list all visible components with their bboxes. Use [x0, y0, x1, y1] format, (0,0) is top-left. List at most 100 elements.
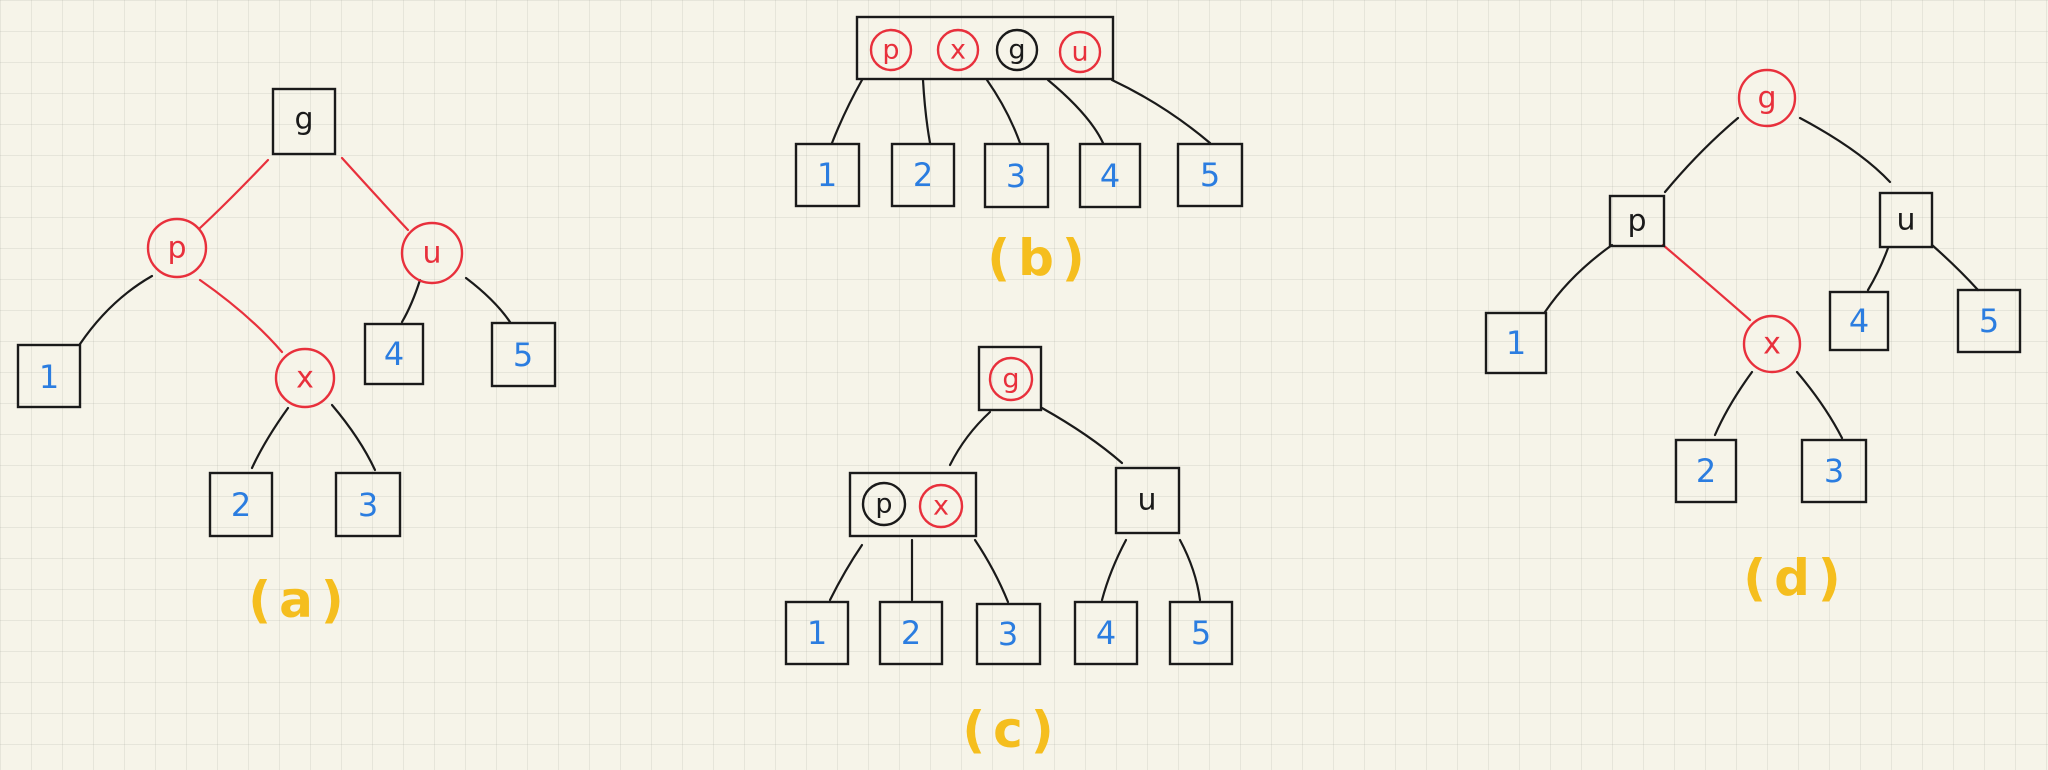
leaf-a-3-box — [334, 471, 402, 538]
node-c-g-label: g — [1002, 364, 1019, 395]
leaf-c-4-label: 4 — [1096, 614, 1116, 652]
leaf-b-5-box — [1176, 142, 1244, 208]
edge-a-g-p — [198, 158, 270, 230]
node-a-x-label: x — [296, 361, 314, 396]
leaf-a-1-label: 1 — [39, 358, 59, 396]
edge-d-x-3 — [1795, 370, 1844, 440]
leaf-d-2-label: 2 — [1696, 452, 1716, 490]
leaf-a-5-box — [490, 321, 557, 388]
leaf-b-2-box — [890, 142, 956, 208]
diagram-d: g p u x 1 2 3 4 5 (d) — [1484, 68, 2022, 607]
edge-a-x-3 — [330, 403, 377, 472]
node-d-x-label: x — [1763, 327, 1781, 362]
node-c-x-circle — [918, 483, 964, 529]
diagram-b: p x g u 1 2 3 4 5 (b) — [794, 15, 1244, 287]
node-c-g-box — [977, 345, 1043, 412]
caption-b: (b) — [987, 229, 1093, 287]
leaf-d-1-label: 1 — [1506, 324, 1526, 362]
edge-a-x-2 — [250, 406, 290, 470]
edge-d-p-x — [1661, 243, 1752, 322]
node-c-p-circle — [861, 481, 907, 527]
node-a-g-box — [271, 87, 337, 156]
edge-a-g-u — [340, 156, 410, 232]
node-d-u-label: u — [1896, 203, 1915, 238]
leaf-c-5-box — [1168, 600, 1234, 666]
edge-b-1 — [830, 78, 864, 145]
node-c-p-label: p — [875, 489, 892, 520]
leaf-b-2-label: 2 — [913, 156, 933, 194]
node-a-u-circle — [400, 221, 464, 285]
edge-c-3 — [973, 538, 1010, 604]
leaf-a-2-label: 2 — [231, 486, 251, 524]
leaf-d-1-box — [1484, 311, 1548, 375]
edge-a-u-5 — [464, 276, 512, 324]
leaf-b-4-label: 4 — [1100, 157, 1120, 195]
node-a-p-circle — [146, 217, 208, 279]
diagram-a: g p u x 1 2 3 4 5 (a) — [16, 87, 557, 629]
edge-a-p-1 — [78, 274, 154, 346]
leaf-d-4-label: 4 — [1849, 302, 1869, 340]
edge-c-g-p — [948, 410, 992, 467]
leaf-c-3-label: 3 — [998, 615, 1018, 653]
leaf-d-3-label: 3 — [1824, 452, 1844, 490]
leaf-b-1-box — [794, 142, 861, 208]
leaf-c-4-box — [1073, 600, 1139, 666]
leaf-a-1-box — [16, 343, 82, 409]
node-d-x-circle — [1742, 314, 1802, 374]
node-b-g-circle — [995, 28, 1039, 72]
edge-b-4 — [1046, 78, 1105, 145]
node-c-g-circle — [988, 356, 1034, 402]
edge-b-2 — [921, 78, 932, 145]
caption-a: (a) — [248, 571, 351, 629]
edge-d-p-1 — [1543, 243, 1614, 314]
edge-d-g-u — [1798, 116, 1892, 184]
leaf-d-5-label: 5 — [1979, 302, 1999, 340]
edge-d-u-5 — [1930, 243, 1980, 292]
edge-d-g-p — [1663, 116, 1740, 194]
leaf-b-4-box — [1078, 142, 1142, 209]
edge-b-5 — [1110, 78, 1212, 145]
diagram-c: g p x u 1 2 3 4 5 (c) — [784, 345, 1234, 759]
edge-c-4 — [1100, 538, 1128, 602]
leaf-c-5-label: 5 — [1191, 614, 1211, 652]
leaf-b-5-label: 5 — [1200, 156, 1220, 194]
node-c-px-box — [848, 471, 978, 538]
node-b-supernode-box — [855, 15, 1115, 81]
node-b-x-label: x — [950, 35, 966, 66]
edge-c-5 — [1178, 538, 1202, 602]
edge-d-x-2 — [1713, 370, 1754, 437]
node-c-u-label: u — [1137, 483, 1156, 518]
leaf-b-3-label: 3 — [1006, 157, 1026, 195]
edge-c-g-u — [1040, 406, 1124, 465]
leaf-c-1-label: 1 — [807, 614, 827, 652]
node-c-x-label: x — [933, 491, 949, 522]
node-d-p-label: p — [1627, 204, 1646, 239]
leaf-c-2-box — [878, 600, 944, 666]
node-d-p-box — [1608, 194, 1666, 248]
leaf-a-4-label: 4 — [384, 335, 404, 373]
node-b-x-circle — [936, 28, 980, 72]
node-c-u-box — [1114, 466, 1181, 535]
edge-a-u-4 — [400, 278, 422, 324]
leaf-b-1-label: 1 — [817, 156, 837, 194]
leaf-a-2-box — [208, 471, 274, 538]
node-b-p-circle — [869, 28, 913, 72]
leaf-d-2-box — [1674, 438, 1738, 504]
node-d-g-label: g — [1757, 81, 1776, 116]
node-b-u-circle — [1058, 30, 1102, 74]
leaf-b-3-box — [983, 142, 1050, 209]
node-a-x-circle — [274, 347, 336, 409]
leaf-a-4-box — [363, 322, 425, 386]
node-b-u-label: u — [1071, 37, 1088, 68]
leaf-d-3-box — [1800, 438, 1868, 504]
node-b-p-label: p — [882, 35, 899, 66]
edge-d-u-4 — [1866, 246, 1890, 292]
leaf-d-4-box — [1828, 290, 1890, 352]
leaf-c-3-box — [975, 602, 1042, 666]
leaf-a-5-label: 5 — [513, 336, 533, 374]
node-d-u-box — [1878, 191, 1934, 249]
node-d-g-circle — [1737, 68, 1797, 128]
leaf-a-3-label: 3 — [358, 486, 378, 524]
edge-c-1 — [828, 543, 864, 602]
